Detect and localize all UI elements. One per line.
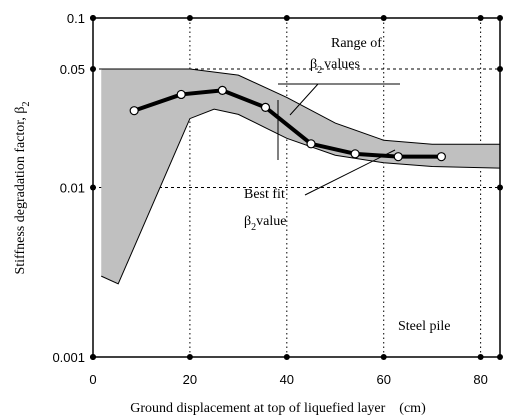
y-tick-label: 0.01 (60, 181, 85, 196)
range-lower (101, 108, 501, 285)
label-part: Stiffness degradation factor, β (13, 106, 28, 274)
label-part: 2 (251, 222, 256, 233)
y-tick (90, 354, 96, 360)
x-tick-label: 80 (473, 372, 487, 387)
range-label: β2 values (310, 57, 360, 76)
best-fit-point (176, 89, 186, 100)
x-tick (186, 15, 193, 21)
note: Steel pile (398, 319, 451, 334)
range-label: Range of (331, 36, 382, 51)
range-area (101, 69, 500, 284)
best-fit-point (306, 139, 316, 149)
x-tick (380, 354, 387, 360)
label-part: Range of (331, 36, 382, 51)
x-tick-label: 20 (183, 372, 197, 387)
y-tick-label: 0.1 (67, 11, 85, 26)
best-fit-label: Best fit (244, 187, 285, 202)
y-tick (90, 66, 96, 73)
range-leader (289, 83, 319, 116)
x-axis-label: Ground displacement at top of liquefied … (130, 401, 426, 416)
x-tick-label: 60 (376, 372, 390, 387)
x-tick (186, 354, 193, 360)
range-upper (101, 68, 500, 145)
best-fit-line (133, 88, 442, 159)
best-fit-label: β2value (244, 214, 286, 233)
label-part: Best fit (244, 187, 285, 202)
x-tick-label: 40 (280, 372, 294, 387)
y-tick (497, 15, 503, 21)
y-tick-label: 0.05 (60, 62, 85, 77)
ticks: 0 20 40 60 80 0.1 0.05 0.01 0.001 (52, 11, 503, 387)
label-part: Ground displacement at top of liquefied … (130, 401, 385, 416)
y-tick (497, 354, 503, 360)
best-fit-point (129, 106, 139, 116)
y-tick (497, 184, 503, 191)
best-fit-leader (304, 149, 396, 196)
best-fit-point (217, 85, 227, 95)
x-tick (380, 15, 387, 21)
label-part: (cm) (399, 401, 426, 416)
best-fit-point (350, 149, 360, 159)
y-axis-label: Stiffness degradation factor, β2 (13, 101, 32, 274)
x-tick (477, 15, 484, 21)
y-tick-label: 0.001 (52, 350, 85, 365)
y-tick (90, 184, 96, 191)
x-tick-label: 0 (89, 372, 96, 387)
x-tick (477, 354, 484, 360)
best-fit-point (260, 102, 271, 112)
y-tick (90, 15, 96, 21)
y-tick (497, 66, 503, 73)
x-tick (283, 15, 290, 21)
best-fit-point (393, 152, 403, 162)
label-part: 2 (21, 101, 32, 106)
best-fit-point (436, 152, 446, 162)
marks (101, 68, 501, 285)
label-part: value (256, 214, 286, 229)
label-part: β (310, 57, 317, 72)
label-part: values (324, 57, 360, 72)
x-tick (283, 354, 290, 360)
label-part: β (244, 214, 251, 229)
label-part: 2 (317, 65, 322, 76)
